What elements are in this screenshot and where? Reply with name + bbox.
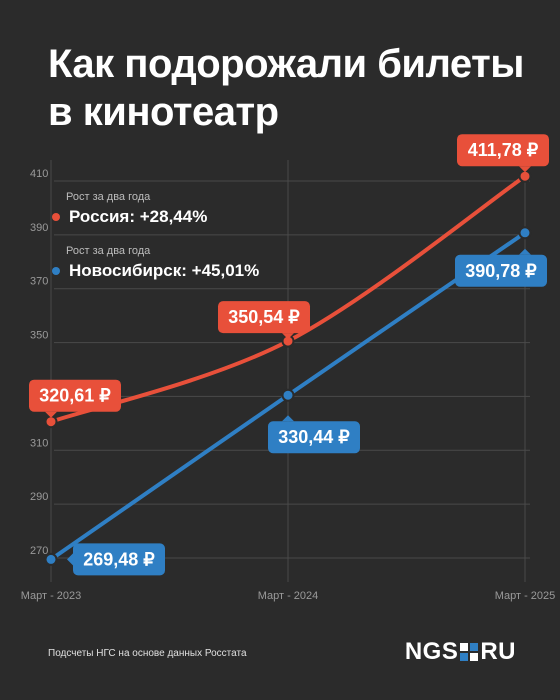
- badge-pointer: [519, 166, 531, 173]
- legend-label-novosibirsk: Новосибирск: +45,01%: [69, 261, 260, 280]
- logo-text-right: RU: [480, 638, 516, 665]
- legend-caption: Рост за два года: [66, 245, 151, 257]
- logo-square-icon: [460, 643, 479, 661]
- badge-pointer: [45, 411, 57, 418]
- value-badge: [218, 301, 310, 334]
- y-tick-label: 350: [30, 330, 48, 342]
- data-point: [44, 415, 58, 429]
- data-label: 269,48 ₽: [83, 549, 155, 569]
- x-tick-label: Март - 2024: [258, 590, 319, 602]
- data-point: [518, 169, 532, 183]
- data-point: [281, 388, 295, 402]
- data-point: [518, 226, 532, 240]
- data-label: 330,44 ₽: [278, 427, 350, 447]
- badge-pointer: [519, 248, 531, 255]
- y-tick-label: 370: [30, 276, 48, 288]
- logo-text-left: NGS: [404, 638, 459, 665]
- y-tick-label: 310: [30, 437, 48, 449]
- ngs-logo[interactable]: NGS RU: [405, 638, 516, 666]
- badge-pointer: [282, 333, 294, 340]
- legend-caption: Рост за два года: [66, 191, 151, 203]
- chart-title: Как подорожали билеты в кинотеатр: [48, 42, 524, 134]
- data-label: 411,78 ₽: [468, 140, 539, 160]
- value-badge: [455, 254, 547, 287]
- legend-russia: Рост за два года Россия: +28,44%: [52, 190, 208, 228]
- value-badge: [457, 134, 549, 167]
- badge-pointer: [282, 415, 294, 422]
- legend-label-russia: Россия: +28,44%: [69, 207, 208, 226]
- y-tick-label: 290: [30, 491, 48, 503]
- value-badge: [29, 379, 121, 412]
- y-tick-label: 410: [30, 168, 48, 180]
- data-label: 390,78 ₽: [465, 261, 537, 281]
- x-tick-label: Март - 2023: [21, 590, 82, 602]
- source-note: Подсчеты НГС на основе данных Росстата: [48, 648, 247, 659]
- y-tick-label: 390: [30, 222, 48, 234]
- legend-dot-novosibirsk: [52, 267, 60, 275]
- legend-novosibirsk: Рост за два года Новосибирск: +45,01%: [52, 244, 260, 282]
- legend-dot-russia: [52, 213, 60, 221]
- data-point: [44, 552, 58, 566]
- data-label: 350,54 ₽: [228, 307, 300, 327]
- y-tick-label: 270: [30, 545, 48, 557]
- value-badge: [268, 421, 360, 454]
- x-tick-label: Март - 2025: [495, 590, 556, 602]
- badge-pointer: [67, 553, 73, 566]
- data-label: 320,61 ₽: [39, 386, 111, 406]
- value-badge: [73, 543, 165, 576]
